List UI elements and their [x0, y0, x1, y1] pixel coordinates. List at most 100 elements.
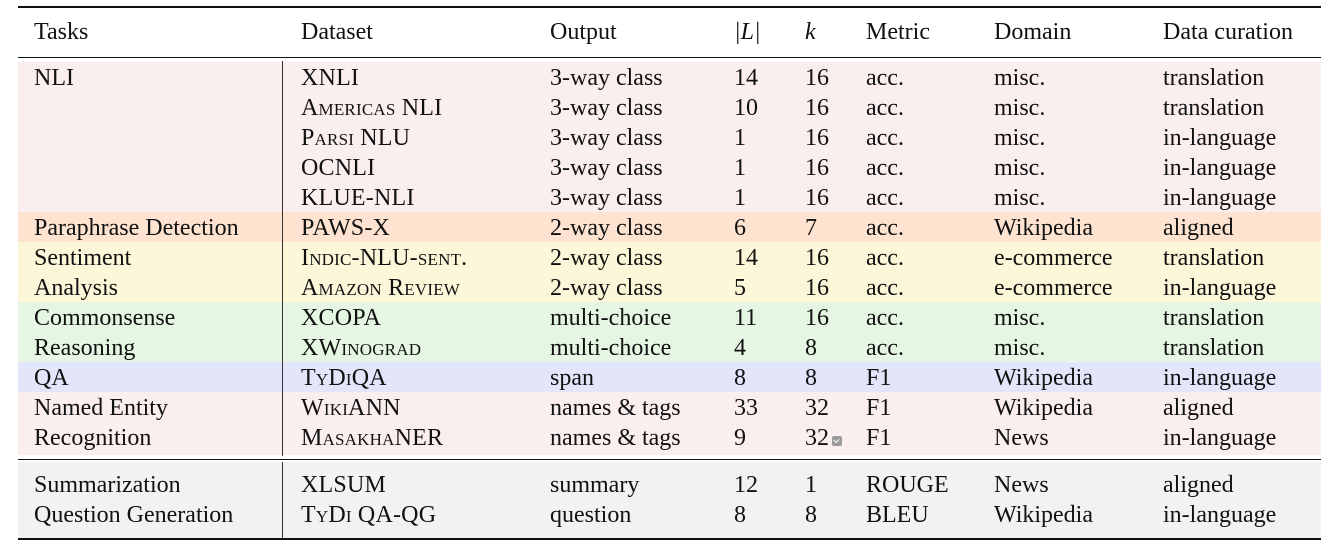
output-cell: names & tags — [550, 395, 681, 421]
domain-cell: News — [994, 472, 1049, 498]
metric-cell: acc. — [866, 305, 904, 331]
header-metric: Metric — [866, 19, 930, 45]
table-row: Named Entity WikiANN names & tags 33 32 … — [18, 393, 1321, 423]
output-cell: names & tags — [550, 425, 681, 451]
dataset-cell: TyDiQA — [301, 365, 387, 391]
curation-cell: translation — [1163, 335, 1265, 361]
curation-cell: aligned — [1163, 472, 1234, 498]
k-cell: 16 — [805, 155, 829, 181]
top-rule — [18, 6, 1321, 8]
task-cell: Summarization — [34, 472, 181, 498]
metric-cell: F1 — [866, 395, 892, 421]
task-cell: Commonsense — [34, 305, 176, 331]
metric-cell: acc. — [866, 95, 904, 121]
dataset-cell: Americas NLI — [301, 95, 443, 121]
metric-cell: acc. — [866, 335, 904, 361]
dataset-cell: Parsi NLU — [301, 125, 411, 151]
table-row: Parsi NLU 3-way class 1 16 acc. misc. in… — [18, 123, 1321, 153]
languages-cell: 10 — [734, 95, 758, 121]
domain-cell: misc. — [994, 305, 1046, 331]
column-divider — [282, 61, 283, 456]
bottom-rule — [18, 538, 1321, 540]
domain-cell: misc. — [994, 65, 1046, 91]
dataset-cell: MasakhaNER — [301, 425, 444, 451]
table-row: Paraphrase Detection PAWS-X 2-way class … — [18, 213, 1321, 243]
task-cell: Sentiment — [34, 245, 132, 271]
languages-cell: 1 — [734, 125, 746, 151]
metric-cell: acc. — [866, 125, 904, 151]
domain-cell: e-commerce — [994, 245, 1113, 271]
dataset-cell: XWinograd — [301, 335, 422, 361]
k-cell: 16 — [805, 95, 829, 121]
curation-cell: translation — [1163, 305, 1265, 331]
band-qa — [18, 362, 1321, 392]
table-row: Recognition MasakhaNER names & tags 9 32… — [18, 423, 1321, 453]
table-row: Reasoning XWinograd multi-choice 4 8 acc… — [18, 333, 1321, 363]
header-output: Output — [550, 19, 617, 45]
table-row: Summarization XLSUM summary 12 1 ROUGE N… — [18, 470, 1321, 500]
output-cell: multi-choice — [550, 335, 672, 361]
header-num-languages: |L| — [734, 19, 761, 45]
domain-cell: misc. — [994, 125, 1046, 151]
domain-cell: misc. — [994, 185, 1046, 211]
band-nli — [18, 62, 1321, 212]
dataset-cell: TyDi QA-QG — [301, 502, 437, 528]
output-cell: 3-way class — [550, 95, 663, 121]
languages-cell: 8 — [734, 365, 746, 391]
output-cell: question — [550, 502, 632, 528]
metric-cell: acc. — [866, 245, 904, 271]
metric-cell: F1 — [866, 365, 892, 391]
table-row: Sentiment Indic-NLU-sent. 2-way class 14… — [18, 243, 1321, 273]
k-cell-with-note: 32 — [805, 423, 842, 453]
task-cell: Named Entity — [34, 395, 168, 421]
curation-cell: in-language — [1163, 425, 1277, 451]
k-cell: 32 — [805, 395, 829, 421]
curation-cell: in-language — [1163, 125, 1277, 151]
band-generation — [18, 462, 1321, 538]
dataset-cell: XNLI — [301, 65, 360, 91]
curation-cell: in-language — [1163, 365, 1277, 391]
languages-cell: 14 — [734, 245, 758, 271]
metric-cell: F1 — [866, 425, 892, 451]
k-cell: 16 — [805, 275, 829, 301]
header-tasks: Tasks — [34, 19, 89, 45]
languages-cell: 1 — [734, 155, 746, 181]
header-domain: Domain — [994, 19, 1072, 45]
curation-cell: aligned — [1163, 395, 1234, 421]
languages-cell: 33 — [734, 395, 758, 421]
curation-cell: in-language — [1163, 185, 1277, 211]
curation-cell: in-language — [1163, 502, 1277, 528]
dataset-cell: XCOPA — [301, 305, 382, 331]
metric-cell: acc. — [866, 215, 904, 241]
results-table: Tasks Dataset Output |L| k Metric Domain… — [18, 6, 1321, 540]
languages-cell: 11 — [734, 305, 758, 331]
task-cell: QA — [34, 365, 69, 391]
header-dataset: Dataset — [301, 19, 373, 45]
k-cell: 1 — [805, 472, 817, 498]
languages-cell: 6 — [734, 215, 746, 241]
table-row: Americas NLI 3-way class 10 16 acc. misc… — [18, 93, 1321, 123]
output-cell: span — [550, 365, 594, 391]
curation-cell: translation — [1163, 95, 1265, 121]
band-paraphrase — [18, 212, 1321, 242]
dataset-cell: PAWS-X — [301, 215, 391, 241]
k-cell: 7 — [805, 215, 817, 241]
dataset-cell: OCNLI — [301, 155, 376, 181]
dataset-cell: XLSUM — [301, 472, 387, 498]
dataset-cell: WikiANN — [301, 395, 401, 421]
domain-cell: Wikipedia — [994, 365, 1093, 391]
output-cell: summary — [550, 472, 640, 498]
output-cell: multi-choice — [550, 305, 672, 331]
comment-icon[interactable] — [832, 436, 842, 446]
output-cell: 3-way class — [550, 65, 663, 91]
metric-cell: acc. — [866, 185, 904, 211]
languages-cell: 8 — [734, 502, 746, 528]
languages-cell: 5 — [734, 275, 746, 301]
dataset-cell: KLUE-NLI — [301, 185, 415, 211]
domain-cell: misc. — [994, 155, 1046, 181]
task-cell: NLI — [34, 65, 74, 91]
curation-cell: translation — [1163, 65, 1265, 91]
table-row: OCNLI 3-way class 1 16 acc. misc. in-lan… — [18, 153, 1321, 183]
task-cell: Reasoning — [34, 335, 136, 361]
domain-cell: e-commerce — [994, 275, 1113, 301]
